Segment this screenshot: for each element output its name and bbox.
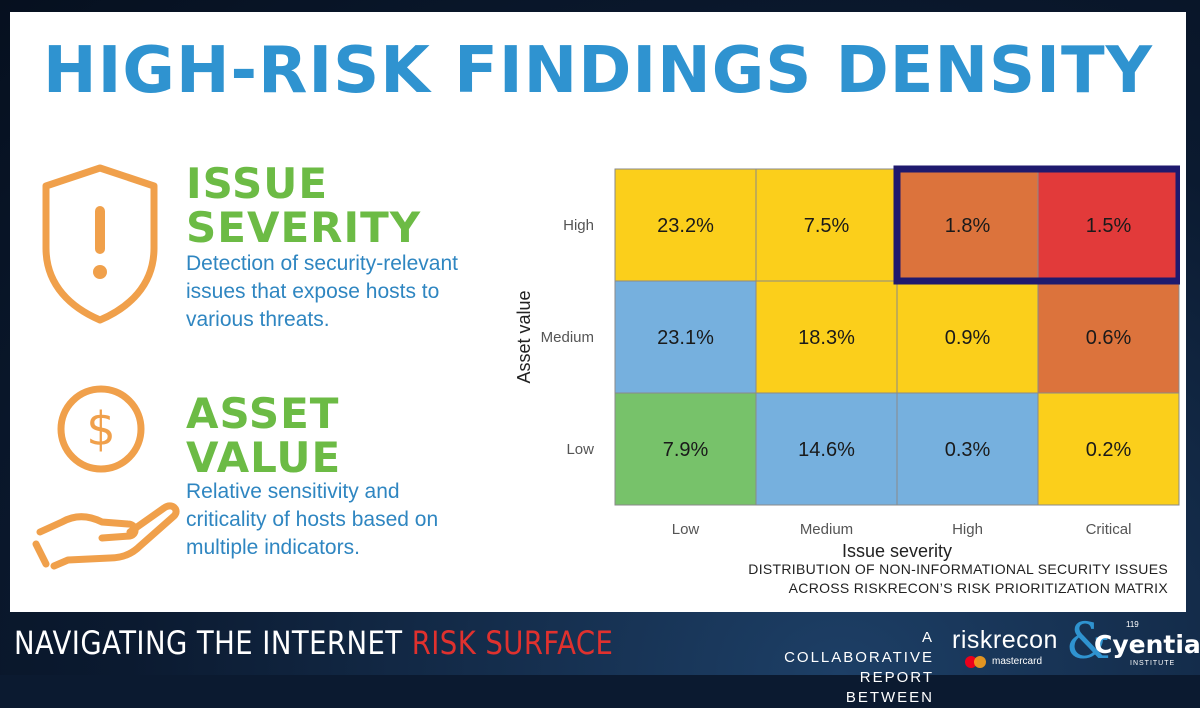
x-tick-critical: Critical: [1086, 521, 1132, 538]
cyentia-institute: INSTITUTE: [1130, 660, 1176, 667]
highlight-box: [893, 165, 1180, 285]
riskrecon-logo: riskrecon: [952, 626, 1058, 654]
cell-label-high-medium: 7.5%: [804, 215, 850, 237]
heatmap-cell-high-low: [614, 168, 757, 282]
issue-severity-heading: ISSUE SEVERITY: [186, 159, 422, 252]
mastercard-icon: [965, 656, 986, 668]
cell-label-high-high: 1.8%: [945, 215, 991, 237]
mastercard-label: mastercard: [992, 656, 1043, 667]
y-axis-label: Asset value: [514, 290, 534, 383]
cell-label-medium-medium: 18.3%: [798, 327, 855, 349]
y-tick-medium: Medium: [541, 329, 594, 346]
y-tick-low: Low: [566, 441, 594, 458]
asset-value-heading: ASSET VALUE: [186, 389, 342, 482]
report-title: NAVIGATING THE INTERNET RISK SURFACE: [14, 624, 614, 662]
y-tick-high: High: [563, 217, 594, 234]
page-title: HIGH-RISK FINDINGS DENSITY: [43, 34, 1153, 108]
asset-value-description: Relative sensitivity and criticality of …: [186, 480, 439, 559]
x-tick-high: High: [952, 521, 983, 538]
heatmap-cell-low-low: [614, 392, 757, 506]
heatmap-cell-medium-high: [896, 280, 1039, 394]
chart-caption: DISTRIBUTION OF NON-INFORMATIONAL SECURI…: [748, 561, 1168, 596]
dollar-coin-icon: $: [57, 385, 145, 473]
collab-text: A COLLABORATIVE REPORT BETWEEN: [784, 629, 934, 706]
risk-matrix-heatmap: 23.2% 7.5% 1.8% 1.5% High 23.1% 18.3% 0.9% 0.6% M…: [514, 165, 1180, 561]
heatmap-cell-high-high: [896, 168, 1039, 282]
cell-label-low-high: 0.3%: [945, 439, 991, 461]
svg-text:$: $: [86, 402, 115, 456]
issue-severity-description: Detection of security-relevant issues th…: [186, 252, 458, 331]
cell-label-medium-high: 0.9%: [945, 327, 991, 349]
x-tick-low: Low: [672, 521, 700, 538]
open-hand-icon: [32, 502, 180, 570]
heatmap-cell-high-medium: [755, 168, 898, 282]
cyentia-logo: Cyentia: [1094, 630, 1200, 659]
shield-exclamation-icon: [42, 164, 158, 324]
cell-label-high-low: 23.2%: [657, 215, 714, 237]
heatmap-cell-high-critical: [1037, 168, 1180, 282]
cell-label-low-medium: 14.6%: [798, 439, 855, 461]
cell-label-medium-critical: 0.6%: [1086, 327, 1132, 349]
heatmap-cell-medium-low: [614, 280, 757, 394]
cyentia-number: 119: [1126, 620, 1139, 629]
x-tick-medium: Medium: [800, 521, 853, 538]
x-axis-label: Issue severity: [842, 541, 952, 561]
cell-label-low-low: 7.9%: [663, 439, 709, 461]
cell-label-medium-low: 23.1%: [657, 327, 714, 349]
content-panel: HIGH-RISK FINDINGS DENSITY ISSUE SEVERIT…: [10, 12, 1186, 612]
heatmap-cell-low-high: [896, 392, 1039, 506]
heatmap-cell-low-critical: [1037, 392, 1180, 506]
ampersand: &: [1066, 612, 1111, 670]
cell-label-low-critical: 0.2%: [1086, 439, 1132, 461]
cell-label-high-critical: 1.5%: [1086, 215, 1132, 237]
